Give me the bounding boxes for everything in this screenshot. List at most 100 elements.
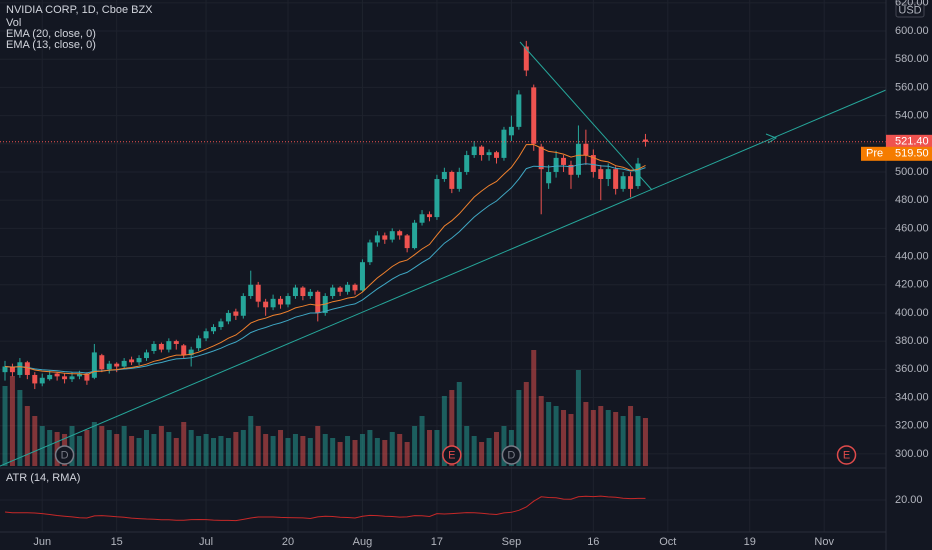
volume-bar [270, 436, 276, 466]
volume-bar [9, 376, 15, 466]
overlay [0, 41, 887, 467]
candle-body [91, 352, 97, 378]
candle-body [352, 284, 358, 291]
candle-body [225, 312, 231, 322]
pre-market-box [861, 146, 932, 161]
candle-body [345, 284, 351, 292]
y-tick-label: 420.00 [895, 279, 929, 291]
volume-bar [173, 438, 179, 466]
candle-body [412, 222, 418, 249]
volume-bar [464, 426, 470, 466]
candle-body [69, 376, 75, 380]
volume-bar [583, 402, 589, 466]
volume-bar [523, 382, 529, 466]
candle-body [538, 146, 544, 170]
volume-bar [635, 416, 641, 466]
candle-body [158, 343, 164, 350]
x-tick-label: Sep [502, 536, 522, 548]
volume-bar [292, 434, 298, 466]
candle-body [359, 262, 365, 291]
volume-bar [315, 426, 321, 466]
volume-label: Vol [6, 17, 21, 29]
x-tick-label: 15 [111, 536, 123, 548]
y-tick-label: 340.00 [895, 391, 929, 403]
candle-body [32, 374, 38, 384]
atr-line [4, 495, 646, 522]
candle-body [255, 284, 261, 302]
candle-body [17, 362, 23, 375]
y-tick-label: 560.00 [895, 81, 929, 93]
volume-bar [307, 438, 313, 466]
pre-market-tag: Pre [866, 148, 883, 160]
candle-body [143, 352, 149, 359]
volume-bar [322, 434, 328, 466]
candle-body [471, 146, 477, 156]
y-tick-label: 620.00 [895, 0, 929, 9]
volume-bar [330, 438, 336, 466]
candle-body [486, 152, 492, 156]
x-tick-label: 20 [282, 536, 294, 548]
x-tick-label: Nov [814, 536, 834, 548]
x-tick-label: Jun [33, 536, 51, 548]
candle-body [315, 291, 321, 313]
candle-body [307, 291, 313, 297]
candle-body [620, 176, 626, 189]
candle-body [464, 155, 470, 172]
volume-bar [84, 430, 90, 466]
volume-bar [374, 438, 380, 466]
candle-body [240, 296, 246, 316]
volume-bar [441, 396, 447, 466]
volume-bar [76, 436, 82, 466]
volume-bar [278, 430, 284, 466]
volume-bar [285, 438, 291, 466]
volume-bar [69, 426, 75, 466]
volume-bar [188, 430, 194, 466]
y-tick-label: 460.00 [895, 222, 929, 234]
x-tick-label: Oct [659, 536, 676, 548]
volume-bar [412, 426, 418, 466]
volume-bar [255, 426, 261, 466]
candle-body [270, 298, 276, 308]
event-marker [501, 445, 522, 465]
candle-body [47, 374, 53, 380]
volume-bar [434, 430, 440, 466]
candle-body [389, 231, 395, 240]
candle-body [449, 171, 455, 189]
volume-bar [114, 434, 120, 466]
volume-bar [486, 438, 492, 466]
volume-bar [166, 432, 172, 466]
x-tick-label: 19 [744, 536, 756, 548]
volume-bar [590, 410, 596, 466]
volume-bar [24, 406, 30, 466]
volume-bar [419, 416, 425, 466]
candle-body [441, 171, 447, 180]
candle-body [367, 242, 373, 263]
y-tick-label: 20.00 [895, 494, 923, 506]
y-tick-label: 320.00 [895, 420, 929, 432]
candle-body [263, 301, 269, 308]
volume-bar [196, 436, 202, 466]
candle-body [84, 373, 90, 381]
candle-body [426, 214, 432, 218]
last-price-box [886, 134, 932, 149]
volume-bar [218, 436, 224, 466]
volume-bar [389, 432, 395, 466]
candle-body [642, 139, 648, 142]
candle-body [285, 296, 291, 305]
candle-body [166, 341, 172, 350]
volume-bar [203, 434, 209, 466]
candle-body [419, 214, 425, 223]
volume-bar [479, 442, 485, 466]
volume-bar [456, 382, 462, 466]
candle-body [523, 46, 529, 71]
volume-bar [397, 434, 403, 466]
candle-body [598, 169, 604, 180]
pre-market-label: 519.50 [895, 148, 929, 160]
volume-bar [471, 436, 477, 466]
candle-body [106, 363, 112, 370]
candle-body [300, 287, 306, 297]
candle-body [404, 235, 410, 249]
volume-bar [642, 418, 648, 466]
event-label: D [61, 449, 69, 461]
